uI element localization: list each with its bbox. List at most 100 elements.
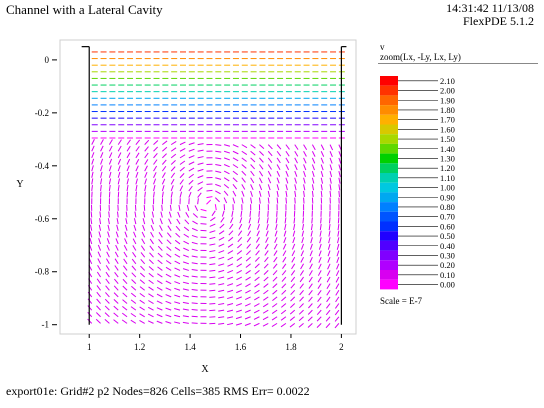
velocity-arrow: [276, 144, 282, 150]
velocity-arrow: [218, 316, 225, 319]
velocity-arrow: [117, 152, 122, 159]
velocity-arrow: [223, 197, 228, 204]
velocity-arrow: [250, 184, 254, 190]
velocity-arrow: [335, 290, 340, 296]
legend-swatch: [380, 250, 398, 261]
velocity-arrow: [179, 147, 186, 152]
velocity-arrow: [290, 270, 296, 276]
velocity-arrow: [338, 190, 340, 197]
velocity-arrow: [91, 165, 94, 172]
velocity-arrow: [334, 316, 340, 322]
velocity-arrow: [299, 270, 304, 276]
velocity-arrow: [307, 323, 313, 328]
velocity-arrow: [200, 216, 207, 218]
velocity-arrow: [259, 150, 265, 156]
velocity-arrow: [161, 185, 165, 192]
velocity-arrow: [135, 158, 140, 165]
velocity-arrow: [241, 150, 248, 155]
velocity-arrow: [257, 223, 260, 230]
velocity-arrow: [122, 305, 128, 311]
velocity-arrow: [188, 148, 195, 152]
velocity-arrow: [276, 177, 280, 184]
velocity-arrow: [249, 210, 252, 217]
velocity-arrow: [170, 178, 175, 185]
velocity-arrow: [108, 158, 113, 165]
velocity-arrow: [215, 177, 222, 180]
velocity-arrow: [338, 184, 341, 191]
velocity-arrow: [108, 152, 113, 159]
velocity-arrow: [236, 250, 243, 255]
velocity-arrow: [116, 211, 119, 218]
velocity-arrow: [258, 210, 260, 217]
velocity-arrow: [223, 144, 231, 147]
velocity-arrow: [308, 296, 313, 302]
velocity-arrow: [294, 144, 299, 150]
velocity-arrow: [168, 218, 172, 225]
velocity-arrow: [303, 164, 307, 171]
velocity-arrow: [188, 155, 195, 159]
velocity-arrow: [108, 165, 112, 172]
velocity-arrow: [274, 230, 278, 237]
velocity-arrow: [258, 177, 263, 184]
velocity-arrow: [188, 161, 195, 165]
velocity-arrow: [113, 312, 119, 318]
software-version: FlexPDE 5.1.2: [462, 14, 534, 28]
velocity-arrow: [191, 262, 198, 265]
velocity-arrow: [117, 165, 121, 172]
velocity-arrow: [105, 271, 110, 278]
velocity-arrow: [100, 152, 104, 159]
velocity-arrow: [266, 223, 269, 230]
velocity-arrow: [106, 244, 110, 251]
velocity-arrow: [327, 243, 331, 250]
y-axis-label: Y: [16, 179, 23, 190]
velocity-arrow: [245, 256, 251, 262]
velocity-arrow: [255, 243, 260, 250]
velocity-arrow: [285, 197, 287, 204]
velocity-arrow: [182, 281, 189, 285]
velocity-arrow: [259, 157, 264, 163]
velocity-arrow: [132, 238, 137, 245]
velocity-arrow: [223, 183, 230, 189]
velocity-arrow: [179, 173, 185, 179]
velocity-arrow: [294, 184, 297, 191]
velocity-arrow: [170, 147, 177, 152]
velocity-arrow: [148, 306, 154, 311]
velocity-arrow: [209, 283, 216, 285]
velocity-arrow: [209, 296, 216, 298]
velocity-arrow: [338, 157, 342, 164]
velocity-arrow: [209, 250, 216, 253]
legend-level-label: 1.90: [440, 95, 455, 105]
velocity-arrow: [191, 275, 198, 278]
velocity-arrow: [96, 291, 101, 298]
velocity-arrow: [182, 308, 189, 311]
legend-level-label: 0.00: [440, 280, 455, 290]
plot-frame: [59, 39, 357, 335]
velocity-arrow: [337, 217, 340, 224]
velocity-arrow: [254, 283, 260, 288]
legend-level-label: 0.20: [440, 260, 455, 270]
velocity-arrow: [320, 217, 322, 224]
y-tick-label: -0.8: [35, 267, 50, 277]
velocity-arrow: [141, 238, 146, 245]
velocity-arrow: [105, 292, 110, 298]
velocity-arrow: [218, 309, 225, 312]
velocity-arrow: [311, 184, 315, 191]
velocity-arrow: [236, 276, 243, 281]
velocity-arrow: [265, 230, 269, 237]
velocity-arrow: [311, 164, 315, 171]
legend-swatch: [380, 202, 398, 212]
velocity-arrow: [197, 162, 204, 165]
velocity-arrow: [97, 244, 102, 251]
velocity-arrow: [311, 190, 314, 197]
velocity-arrow: [197, 156, 204, 159]
velocity-arrow: [294, 164, 298, 171]
velocity-arrow: [328, 230, 331, 237]
velocity-arrow: [215, 144, 222, 146]
velocity-arrow: [272, 283, 278, 289]
velocity-arrow: [131, 279, 137, 285]
velocity-arrow: [299, 276, 304, 283]
velocity-arrow: [96, 298, 101, 304]
legend-swatch: [380, 134, 398, 144]
velocity-arrow: [89, 244, 93, 251]
velocity-arrow: [149, 238, 154, 245]
